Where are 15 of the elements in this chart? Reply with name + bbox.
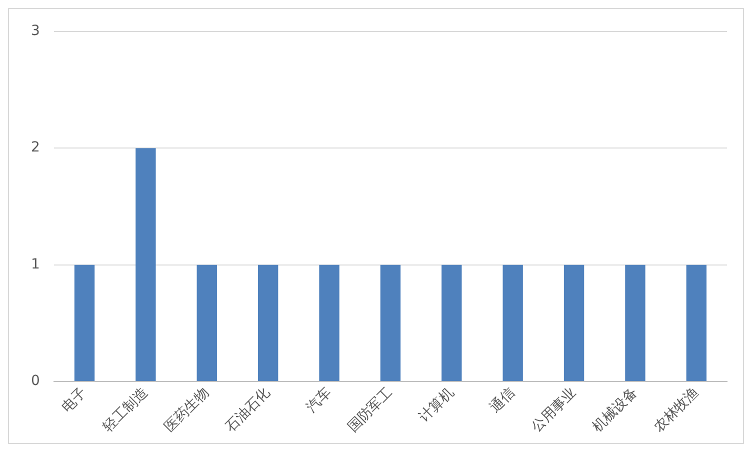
- x-tick-label: 汽车: [304, 384, 335, 416]
- x-tick-label: 公用事业: [528, 384, 580, 436]
- x-tick-label: 通信: [487, 384, 518, 416]
- x-tick-label: 国防军工: [344, 384, 396, 436]
- x-tick-label: 农林牧渔: [650, 384, 702, 436]
- x-tick-label: 电子: [58, 384, 90, 416]
- y-tick-label: 1: [30, 256, 40, 272]
- y-tick-label: 2: [30, 140, 40, 156]
- x-tick-label: 机械设备: [590, 384, 641, 436]
- x-tick-label: 计算机: [416, 384, 458, 426]
- x-tick-label: 石油石化: [222, 384, 274, 436]
- x-tick-label: 医药生物: [161, 384, 212, 436]
- y-tick-label: 3: [30, 23, 40, 40]
- y-tick-label: 0: [30, 373, 40, 390]
- x-tick-label: 轻工制造: [100, 384, 152, 436]
